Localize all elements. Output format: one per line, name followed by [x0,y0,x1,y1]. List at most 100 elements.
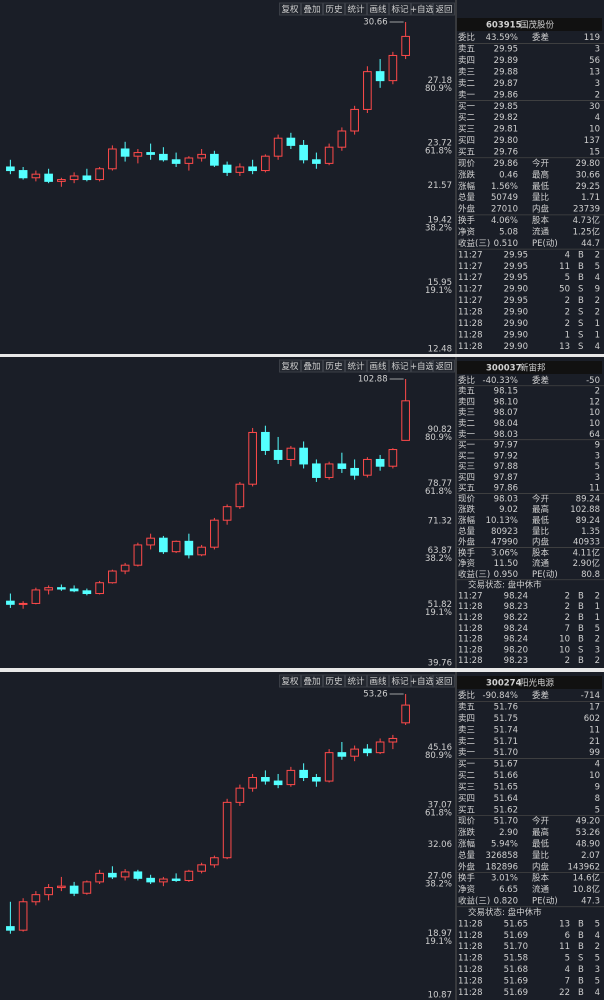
stat-label: 最低 [532,515,550,526]
order-price: 29.89 [494,56,518,66]
toolbar-button[interactable] [301,359,323,373]
toolbar-label[interactable]: 返回 [435,676,452,687]
trade-price: 51.65 [504,919,528,929]
trade-price: 51.69 [504,931,528,941]
toolbar-label[interactable]: +自选 [410,676,435,687]
toolbar-button[interactable] [323,359,345,373]
high-label: 53.26 [363,690,387,700]
toolbar-label[interactable]: +自选 [410,361,435,372]
toolbar-label[interactable]: 返回 [435,4,452,15]
toolbar-label[interactable]: 标记 [391,4,409,15]
toolbar-label[interactable]: 复权 [281,4,299,15]
axis-price-label: 23.72 [428,138,452,148]
order-level: 买四 [458,794,475,804]
trade-volume: 13 [559,919,570,929]
stat-value: 1.71 [581,193,600,203]
toolbar-label[interactable]: 叠加 [303,4,320,15]
trade-volume: 2 [565,319,570,329]
order-price: 97.86 [494,484,518,494]
stat-label: 股本 [532,215,550,226]
toolbar-button[interactable] [345,2,367,16]
axis-pct-label: 38.2% [425,880,452,890]
candle-body [159,537,168,553]
toolbar-button[interactable] [367,674,389,688]
trade-count: 2 [595,591,600,601]
toolbar-button[interactable] [433,359,455,373]
toolbar-label[interactable]: 返回 [435,361,452,372]
trade-volume: 11 [559,942,570,952]
candle-body [388,54,398,82]
candle-body [222,164,232,173]
candle-body [299,144,308,161]
toolbar-button[interactable] [345,674,367,688]
toolbar-label[interactable]: 统计 [347,4,365,15]
toolbar-button[interactable] [433,674,455,688]
toolbar-button[interactable] [367,2,389,16]
trade-time: 11:28 [458,919,483,929]
axis-pct-label: 61.8% [425,487,452,497]
candle-body [273,137,283,157]
toolbar-button[interactable] [411,674,433,688]
toolbar-button[interactable] [301,674,323,688]
toolbar-label[interactable]: 历史 [325,676,343,687]
toolbar-label[interactable]: 标记 [391,361,409,372]
candle-body [375,71,385,82]
toolbar-button[interactable] [367,359,389,373]
toolbar-label[interactable]: 叠加 [303,676,320,687]
toolbar-label[interactable]: 历史 [325,361,343,372]
trade-count: 5 [595,262,600,272]
toolbar-button[interactable] [279,2,301,16]
toolbar-button[interactable] [411,359,433,373]
toolbar-button[interactable] [389,359,411,373]
order-price: 51.71 [494,737,518,747]
stat-label: 涨幅 [458,839,476,850]
stat-label: 现价 [458,159,476,169]
trade-time: 11:27 [458,591,483,601]
order-volume: 56 [589,56,600,66]
toolbar-button[interactable] [389,2,411,16]
toolbar-label[interactable]: 复权 [281,676,299,687]
toolbar-button[interactable] [301,2,323,16]
candle-body [6,166,15,172]
toolbar-button[interactable] [279,674,301,688]
toolbar-label[interactable]: 历史 [325,4,343,15]
order-level: 卖二 [458,737,476,747]
order-volume: 17 [589,703,600,713]
order-level: 卖一 [458,430,476,440]
toolbar-label[interactable]: 复权 [281,361,299,372]
order-level: 买三 [458,782,475,792]
axis-pct-label: 19.1% [425,608,452,618]
axis-price-label: 32.06 [428,840,452,850]
toolbar-button[interactable] [279,359,301,373]
trade-count: 2 [595,308,600,318]
trade-side: S [578,319,583,329]
toolbar-button[interactable] [389,674,411,688]
candle-body [108,148,117,170]
stat-label: 现价 [458,817,476,827]
trade-side: B [578,250,584,260]
axis-price-label: 37.07 [428,800,452,810]
toolbar-label[interactable]: 画线 [369,676,387,687]
toolbar-label[interactable]: 统计 [347,361,365,372]
toolbar-label[interactable]: 画线 [369,4,387,15]
toolbar-label[interactable]: 标记 [391,676,409,687]
toolbar-label[interactable]: 画线 [369,361,387,372]
toolbar-button[interactable] [323,674,345,688]
axis-pct-label: 19.1% [425,937,452,947]
toolbar-label[interactable]: +自选 [410,4,435,15]
stat-value: 2.90 [499,828,518,838]
candle-body [286,769,296,786]
toolbar-button[interactable] [411,2,433,16]
axis-price-label: 51.82 [428,600,452,610]
toolbar-button[interactable] [433,2,455,16]
toolbar-button[interactable] [323,2,345,16]
stat-label: 涨幅 [458,181,476,192]
toolbar-label[interactable]: 统计 [347,676,365,687]
toolbar-button[interactable] [345,359,367,373]
order-price: 97.88 [494,462,518,472]
trade-time: 11:28 [458,624,483,634]
candle-body [210,857,219,866]
trade-price: 29.90 [504,342,528,352]
toolbar-label[interactable]: 叠加 [303,361,320,372]
candle-body [235,483,245,508]
